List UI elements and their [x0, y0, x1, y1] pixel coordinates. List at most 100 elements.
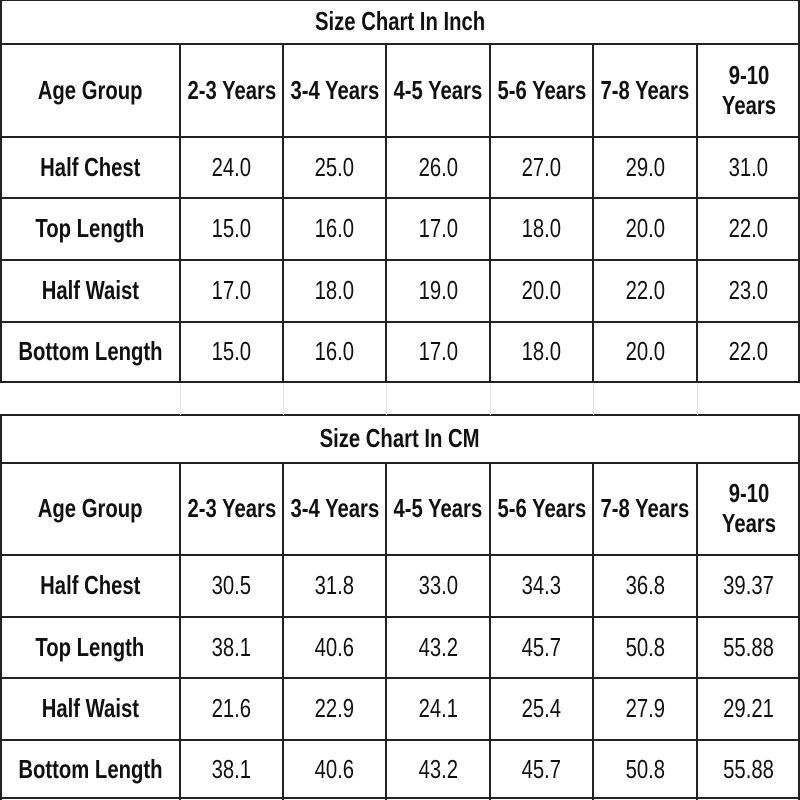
header-cell-text: 2-3 Years — [187, 74, 276, 105]
grid-line — [798, 463, 800, 800]
value-cell-text: 38.1 — [211, 754, 252, 785]
value-cell: 29.21 — [697, 678, 800, 740]
value-cell: 40.6 — [283, 617, 386, 678]
header-cell: Age Group — [0, 463, 180, 555]
value-cell: 17.0 — [386, 198, 490, 260]
row-label: Bottom Length — [0, 322, 180, 382]
value-cell-text: 45.7 — [521, 631, 562, 662]
header-cell: 2-3 Years — [180, 463, 283, 555]
value-cell: 30.5 — [180, 555, 283, 617]
row-label-text: Half Chest — [39, 570, 141, 601]
value-cell: 27.0 — [490, 137, 593, 198]
grid-line — [0, 463, 2, 800]
grid-line — [489, 463, 491, 800]
value-cell: 34.3 — [490, 555, 593, 617]
value-cell-text: 19.0 — [418, 275, 458, 306]
value-cell: 38.1 — [180, 617, 283, 678]
value-cell: 23.0 — [697, 260, 800, 322]
value-cell: 17.0 — [386, 322, 490, 382]
grid-line — [179, 463, 181, 800]
table-title: Size Chart In Inch — [0, 0, 800, 44]
value-cell: 27.9 — [593, 678, 697, 740]
value-cell-text: 43.2 — [418, 754, 458, 785]
value-cell-text: 50.8 — [625, 754, 665, 785]
value-cell: 26.0 — [386, 137, 490, 198]
value-cell: 50.8 — [593, 740, 697, 800]
value-cell-text: 39.37 — [723, 570, 774, 601]
spacer-line — [180, 383, 181, 415]
value-cell-text: 36.8 — [625, 570, 665, 601]
grid-line — [385, 463, 387, 800]
value-cell-text: 15.0 — [211, 336, 252, 367]
header-cell-text: 7-8 Years — [600, 74, 690, 105]
row-label: Top Length — [0, 617, 180, 678]
value-cell-text: 23.0 — [728, 275, 769, 306]
value-cell-text: 50.8 — [625, 631, 665, 662]
grid-line — [0, 197, 800, 199]
value-cell: 21.6 — [180, 678, 283, 740]
value-cell-text: 26.0 — [418, 151, 458, 182]
header-cell-text: 4-5 Years — [393, 493, 483, 524]
row-label-text: Bottom Length — [17, 754, 163, 785]
value-cell-text: 27.0 — [521, 151, 562, 182]
value-cell: 24.1 — [386, 678, 490, 740]
grid-line — [282, 44, 284, 382]
row-label: Bottom Length — [0, 740, 180, 800]
grid-line — [0, 321, 800, 323]
header-cell: 7-8 Years — [593, 44, 697, 137]
value-cell-text: 45.7 — [521, 754, 562, 785]
value-cell-text: 22.0 — [728, 213, 769, 244]
row-label-text: Top Length — [35, 213, 145, 244]
value-cell-text: 29.0 — [625, 151, 665, 182]
grid-line — [0, 677, 800, 679]
value-cell-text: 17.0 — [418, 336, 458, 367]
grid-line — [179, 44, 181, 382]
value-cell: 55.88 — [697, 617, 800, 678]
value-cell: 17.0 — [180, 260, 283, 322]
value-cell: 45.7 — [490, 617, 593, 678]
row-label: Half Waist — [0, 678, 180, 740]
value-cell-text: 15.0 — [211, 213, 252, 244]
value-cell-text: 20.0 — [625, 213, 665, 244]
value-cell-text: 16.0 — [314, 336, 355, 367]
value-cell: 16.0 — [283, 322, 386, 382]
row-label-text: Top Length — [35, 631, 145, 662]
value-cell-text: 18.0 — [521, 336, 562, 367]
value-cell-text: 38.1 — [211, 631, 252, 662]
header-cell: 9-10 Years — [697, 44, 800, 137]
header-cell-text: 3-4 Years — [290, 493, 379, 524]
value-cell: 33.0 — [386, 555, 490, 617]
table-title-text: Size Chart In Inch — [314, 6, 486, 37]
value-cell: 20.0 — [490, 260, 593, 322]
grid-line — [696, 463, 698, 800]
header-cell-text: 9-10 Years — [721, 59, 776, 120]
grid-line — [0, 554, 800, 556]
value-cell: 15.0 — [180, 322, 283, 382]
value-cell-text: 40.6 — [314, 754, 355, 785]
value-cell: 20.0 — [593, 322, 697, 382]
grid-line — [0, 0, 800, 1]
value-cell: 22.0 — [697, 198, 800, 260]
value-cell-text: 31.8 — [314, 570, 355, 601]
grid-line — [0, 136, 800, 138]
value-cell: 31.0 — [697, 137, 800, 198]
value-cell-text: 18.0 — [521, 213, 562, 244]
value-cell-text: 20.0 — [521, 275, 562, 306]
grid-line — [489, 44, 491, 382]
header-cell: 9-10 Years — [697, 463, 800, 555]
row-label-text: Bottom Length — [17, 336, 163, 367]
table-title-text: Size Chart In CM — [319, 423, 480, 454]
header-cell: 5-6 Years — [490, 463, 593, 555]
value-cell: 18.0 — [490, 198, 593, 260]
grid-line — [282, 463, 284, 800]
row-label-text: Half Waist — [41, 275, 139, 306]
grid-line — [592, 463, 594, 800]
grid-line — [0, 0, 2, 44]
grid-line — [385, 44, 387, 382]
value-cell-text: 18.0 — [314, 275, 355, 306]
spacer-line — [490, 383, 491, 415]
value-cell: 20.0 — [593, 198, 697, 260]
value-cell-text: 27.9 — [625, 693, 665, 724]
value-cell: 25.0 — [283, 137, 386, 198]
grid-line — [0, 797, 800, 799]
